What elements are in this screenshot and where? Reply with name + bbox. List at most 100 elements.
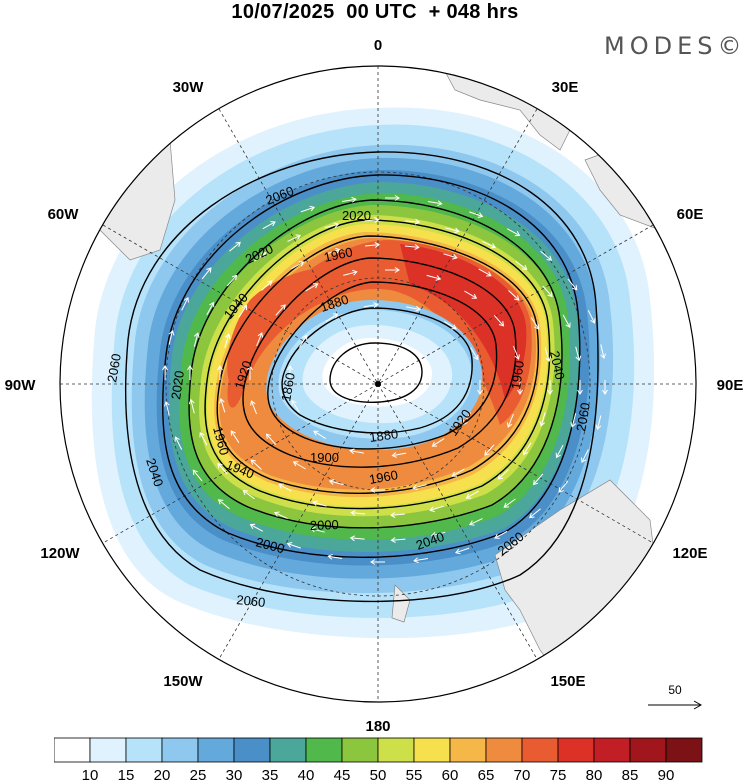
colorbar-swatch xyxy=(593,737,631,763)
wind-vector xyxy=(168,330,173,345)
wind-vector xyxy=(512,345,520,360)
wind-vector-head xyxy=(328,479,335,485)
wind-vector-head xyxy=(468,520,475,526)
wind-vector-head xyxy=(295,234,302,240)
wind-vector xyxy=(484,444,495,456)
wind-vector-head xyxy=(521,264,528,270)
lon-label-150w: 150W xyxy=(163,673,203,690)
wind-vector-head xyxy=(192,469,198,475)
wind-vector xyxy=(567,278,578,291)
lon-label-150e: 150E xyxy=(550,673,585,690)
contour-label: 1960 xyxy=(210,425,232,457)
wind-vector xyxy=(575,346,580,361)
wind-vector xyxy=(326,249,341,255)
colorbar-label: 35 xyxy=(262,767,279,782)
wind-vector xyxy=(452,468,465,477)
wind-vector-head xyxy=(241,304,248,311)
wind-vector-head xyxy=(278,483,284,489)
wind-vector-head xyxy=(590,318,596,324)
wind-vector-head xyxy=(522,449,529,456)
contour-label: 1960 xyxy=(508,360,527,391)
wind-vector xyxy=(175,436,183,450)
wind-vector-head xyxy=(267,280,273,286)
colorbar-label: 60 xyxy=(442,767,459,782)
colorbar-label: 90 xyxy=(658,767,675,782)
wind-vector-head xyxy=(265,433,272,439)
wind-vector-head xyxy=(193,332,200,338)
modes-logo: MODES© xyxy=(604,32,747,60)
contour-label: 2060 xyxy=(104,352,124,383)
wind-vector-head xyxy=(273,511,280,517)
colorbar-label: 30 xyxy=(226,767,243,782)
wind-vector xyxy=(311,528,325,533)
wind-vector-head xyxy=(174,436,180,442)
wind-vector-head xyxy=(298,261,305,267)
lon-label-60w: 60W xyxy=(48,206,80,223)
wind-vector xyxy=(558,480,569,493)
wind-vector-head xyxy=(312,500,318,507)
contour-label: 2000 xyxy=(254,534,286,556)
wind-vector-head xyxy=(370,487,376,493)
wind-vector xyxy=(405,220,420,223)
wind-vector-head xyxy=(250,459,256,465)
wind-vector xyxy=(413,484,427,489)
wind-vector xyxy=(507,413,514,428)
wind-vector-head xyxy=(471,293,478,299)
wind-vector-head xyxy=(390,537,396,543)
wind-vector-head xyxy=(451,471,458,477)
colorbar-label: 70 xyxy=(514,767,531,782)
wind-vector xyxy=(506,228,520,236)
wind-vector xyxy=(342,198,356,202)
colorbar-label: 40 xyxy=(298,767,315,782)
wind-vector xyxy=(482,240,496,248)
wind-vector xyxy=(363,303,378,308)
wind-vector-head xyxy=(412,484,418,491)
wind-vector-head xyxy=(209,301,215,308)
wind-vector xyxy=(390,513,405,516)
colorbar-label: 15 xyxy=(118,767,135,782)
colorbar-labels: 10 15 20 25 30 35 40 45 50 55 60 65 70 75 80 85 90 xyxy=(82,767,675,782)
wind-vector-head xyxy=(517,389,523,395)
wind-vector xyxy=(329,480,344,486)
wind-vector-head xyxy=(577,389,583,395)
colorbar-swatch xyxy=(197,737,235,763)
lon-label-180: 180 xyxy=(365,718,390,735)
wind-vector-head xyxy=(350,510,356,516)
wind-vector xyxy=(533,473,544,485)
map-border xyxy=(59,65,697,703)
wind-vector xyxy=(312,501,327,507)
contour-label: 2020 xyxy=(342,208,371,223)
map-disc: 2060 2060 2060 2060 2060 2040 2040 2040 … xyxy=(60,66,696,702)
colorbar-swatches xyxy=(54,737,703,763)
wind-vector-head xyxy=(575,355,582,362)
wind-vector xyxy=(443,253,458,259)
wind-vector-head xyxy=(183,296,189,303)
wind-vector-head xyxy=(280,304,286,310)
wind-vector xyxy=(406,306,420,310)
wind-vector xyxy=(445,227,459,232)
wind-vector-head xyxy=(455,548,461,555)
wind-vector xyxy=(250,459,262,470)
wind-vector xyxy=(432,438,445,447)
wind-vector-head xyxy=(595,424,602,431)
wind-vector xyxy=(540,412,546,426)
wind-vector-head xyxy=(242,490,249,496)
wind-vector xyxy=(261,280,273,291)
wind-vector xyxy=(305,283,318,292)
wind-vector xyxy=(426,274,441,280)
wind-vector xyxy=(226,275,237,287)
colorbar-swatch xyxy=(557,737,595,763)
wind-vector xyxy=(238,305,247,318)
wind-vector-head xyxy=(532,479,539,486)
wind-vector-head xyxy=(219,397,225,404)
wind-vector xyxy=(469,211,483,217)
colorbar-swatch xyxy=(413,737,451,763)
wind-vector-head xyxy=(602,389,608,395)
wind-vector-head xyxy=(546,255,553,261)
colorbar-label: 45 xyxy=(334,767,351,782)
wind-vector xyxy=(199,432,208,446)
wind-vector xyxy=(404,245,419,248)
wind-vector-head xyxy=(162,365,168,371)
reference-vector-label: 50 xyxy=(668,683,682,697)
lon-label-0: 0 xyxy=(374,37,382,54)
